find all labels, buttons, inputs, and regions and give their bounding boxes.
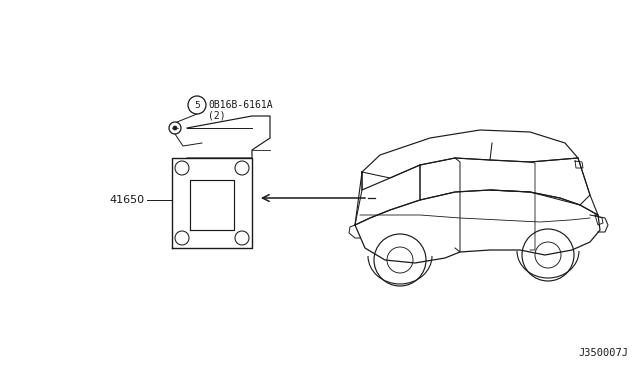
Text: 5: 5 [194,100,200,109]
Circle shape [173,126,177,130]
Text: 41650: 41650 [110,195,145,205]
Text: 0B16B-6161A: 0B16B-6161A [208,100,273,110]
Text: (2): (2) [208,111,226,121]
Text: J350007J: J350007J [578,348,628,358]
